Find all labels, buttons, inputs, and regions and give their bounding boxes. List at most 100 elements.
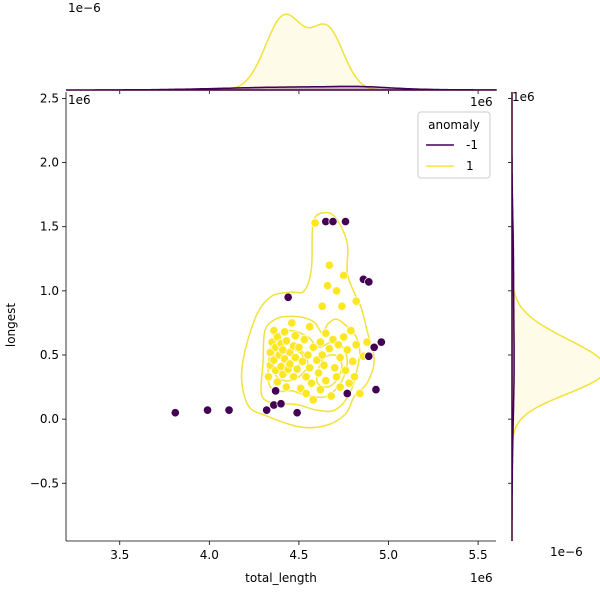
scatter-point-normal bbox=[281, 336, 291, 346]
scatter-point-normal bbox=[303, 350, 313, 360]
scatter-point-normal bbox=[305, 363, 315, 373]
scatter-point-normal bbox=[281, 382, 291, 392]
scatter-point-normal bbox=[323, 281, 333, 291]
y-tick-label: 0.5 bbox=[40, 348, 59, 362]
right-marginal-density-normal bbox=[511, 92, 600, 541]
scatter-point-normal bbox=[290, 353, 300, 363]
scatter-point-anomaly bbox=[328, 217, 338, 227]
x-tick-label: 5.0 bbox=[379, 548, 398, 562]
scatter-point-normal bbox=[305, 322, 315, 332]
scatter-point-normal bbox=[314, 368, 324, 378]
scatter-point-normal bbox=[297, 356, 308, 366]
scatter-point-normal bbox=[301, 372, 311, 382]
top-marginal-density-normal bbox=[66, 13, 496, 91]
scatter-point-normal bbox=[349, 372, 360, 382]
scatter-point-normal bbox=[339, 332, 349, 342]
scatter-point-anomaly bbox=[369, 342, 379, 352]
scatter-point-normal bbox=[290, 331, 300, 341]
scatter-point-normal bbox=[294, 342, 304, 352]
scatter-point-normal bbox=[346, 326, 356, 336]
scatter-point-normal bbox=[317, 301, 327, 311]
scatter-point-normal bbox=[288, 372, 299, 382]
scatter-point-normal bbox=[280, 327, 290, 337]
scatter-point-normal bbox=[324, 344, 334, 354]
scatter-point-normal bbox=[299, 335, 309, 345]
x-offset-label: 1e6 bbox=[470, 571, 493, 585]
scatter-point-anomaly bbox=[271, 386, 281, 396]
scatter-point-normal bbox=[344, 378, 354, 388]
scatter-point-normal bbox=[348, 356, 358, 366]
y-axis-label: longest bbox=[4, 303, 18, 348]
scatter-point-normal bbox=[321, 376, 331, 386]
scatter-point-normal bbox=[285, 359, 295, 369]
top-marginal-density-anomaly bbox=[66, 85, 497, 91]
scatter-point-anomaly bbox=[283, 292, 293, 302]
scatter-point-normal bbox=[337, 301, 347, 311]
top-marginal-offset-label: 1e−6 bbox=[68, 1, 101, 15]
scatter-point-normal bbox=[263, 372, 274, 382]
legend: anomaly -1 1 bbox=[417, 111, 491, 179]
scatter-point-normal bbox=[292, 364, 302, 374]
scatter-point-anomaly bbox=[364, 351, 374, 361]
scatter-point-normal bbox=[335, 382, 345, 392]
scatter-point-normal bbox=[306, 378, 317, 388]
scatter-point-normal bbox=[355, 388, 365, 399]
scatter-point-normal bbox=[310, 218, 320, 228]
legend-label-normal: 1 bbox=[466, 159, 474, 173]
scatter-point-normal bbox=[339, 270, 349, 280]
scatter-point-normal bbox=[315, 337, 325, 347]
scatter-point-normal bbox=[331, 286, 342, 296]
y-tick-label: 0.0 bbox=[40, 412, 59, 426]
scatter-point-normal bbox=[317, 350, 327, 360]
scatter-point-anomaly bbox=[371, 385, 381, 395]
scatter-point-normal bbox=[319, 360, 329, 370]
scatter-point-normal bbox=[330, 363, 340, 373]
y-tick-label: 2.5 bbox=[40, 91, 59, 105]
x-tick-label: 4.0 bbox=[200, 548, 219, 562]
scatter-point-normal bbox=[326, 391, 336, 401]
scatter-point-anomaly bbox=[276, 399, 286, 409]
kde-contour-level bbox=[260, 315, 361, 413]
scatter-point-normal bbox=[272, 377, 282, 387]
legend-label-anomaly: -1 bbox=[466, 138, 478, 152]
scatter-point-normal bbox=[362, 337, 372, 347]
x-axis-label: total_length bbox=[245, 571, 317, 585]
scatter-point-normal bbox=[324, 260, 334, 270]
scatter-point-anomaly bbox=[292, 408, 302, 418]
y-tick-label: 1.5 bbox=[40, 220, 59, 234]
scatter-point-anomaly bbox=[340, 217, 351, 227]
y-offset-label: 1e6 bbox=[68, 93, 91, 107]
scatter-point-anomaly bbox=[342, 388, 352, 399]
scatter-point-normal bbox=[308, 342, 318, 352]
scatter-point-normal bbox=[333, 340, 343, 350]
y-tick-label: 2.0 bbox=[40, 156, 59, 170]
scatter-point-normal bbox=[342, 345, 352, 355]
scatter-point-anomaly bbox=[224, 405, 234, 415]
scatter-point-normal bbox=[340, 365, 351, 375]
right-marginal-offset-label: 1e−6 bbox=[550, 545, 583, 559]
scatter-point-normal bbox=[335, 353, 345, 363]
kde-contour-level bbox=[315, 354, 343, 388]
scatter-point-normal bbox=[351, 340, 361, 350]
scatter-point-anomaly bbox=[262, 405, 272, 415]
scatter-point-normal bbox=[331, 372, 342, 382]
x-tick-label: 3.5 bbox=[110, 548, 129, 562]
scatter-point-normal bbox=[287, 318, 297, 328]
x-tick-label: 4.5 bbox=[289, 548, 308, 562]
scatter-point-normal bbox=[321, 328, 331, 338]
right-marginal-offset-label-top: 1e6 bbox=[512, 90, 535, 104]
right-marginal-kde bbox=[508, 92, 600, 541]
y-tick-label: −0.5 bbox=[30, 476, 59, 490]
scatter-point-anomaly bbox=[170, 408, 180, 418]
top-marginal-kde bbox=[66, 13, 497, 94]
legend-title: anomaly bbox=[428, 118, 480, 132]
kde-contour-outer bbox=[240, 211, 375, 429]
scatter-point-normal bbox=[308, 395, 318, 405]
scatter-point-anomaly bbox=[202, 405, 213, 415]
scatter-point-normal bbox=[301, 388, 311, 399]
main-scatter-axes: 3.5 4.0 4.5 5.0 5.5 −0.5 0.0 0.5 1.0 1.5 2.0 2.5 bbox=[30, 91, 496, 562]
right-marginal-density-anomaly bbox=[511, 92, 515, 541]
scatter-point-anomaly bbox=[364, 277, 374, 287]
x-offset-label-top: 1e6 bbox=[470, 95, 493, 109]
